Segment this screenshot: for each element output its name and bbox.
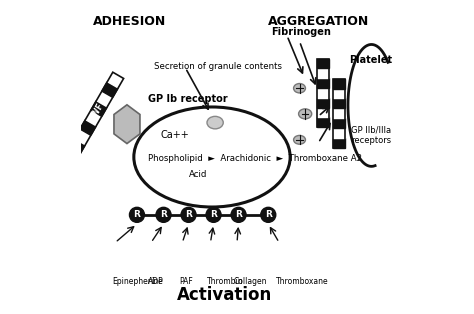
Bar [333, 118, 345, 128]
Text: R: R [210, 210, 217, 219]
Text: Collagen: Collagen [234, 277, 267, 286]
Bar [333, 79, 345, 89]
Circle shape [181, 207, 196, 222]
Ellipse shape [207, 116, 223, 129]
Text: ADHESION: ADHESION [93, 15, 166, 28]
Bar [333, 108, 345, 118]
Polygon shape [114, 105, 140, 143]
Bar [333, 138, 345, 148]
Text: vWF: vWF [89, 101, 106, 122]
Text: GP Ib receptor: GP Ib receptor [148, 94, 228, 104]
Bar [333, 79, 345, 148]
Bar [96, 91, 113, 107]
Text: Fibrinogen: Fibrinogen [272, 27, 331, 37]
Bar [317, 117, 328, 127]
Text: Activation: Activation [177, 286, 272, 304]
Bar [91, 100, 107, 116]
Text: Phospholipid  ►  Arachidonic  ►  Thromboxane A2: Phospholipid ► Arachidonic ► Thromboxane… [148, 154, 362, 163]
Bar [317, 98, 328, 108]
Text: Acid: Acid [189, 170, 207, 179]
Circle shape [129, 207, 145, 222]
Text: GP IIb/IIIa
receptors: GP IIb/IIIa receptors [351, 125, 391, 145]
Text: Thrombin: Thrombin [207, 277, 244, 286]
Bar [317, 88, 328, 98]
Bar [85, 110, 102, 126]
Bar [74, 129, 91, 145]
Bar [317, 78, 328, 88]
Text: R: R [265, 210, 272, 219]
Text: Epinepherine: Epinepherine [112, 277, 163, 286]
Ellipse shape [293, 84, 305, 93]
Circle shape [261, 207, 276, 222]
Bar [69, 138, 85, 154]
Bar [317, 68, 328, 78]
Bar [107, 72, 124, 88]
Text: R: R [160, 210, 167, 219]
Text: ADP: ADP [148, 277, 164, 286]
Bar [80, 120, 96, 135]
Bar [317, 58, 328, 127]
Bar [333, 128, 345, 138]
Text: AGGREGATION: AGGREGATION [268, 15, 370, 28]
Ellipse shape [134, 107, 290, 207]
Text: Secretion of granule contents: Secretion of granule contents [154, 62, 282, 71]
Ellipse shape [293, 135, 305, 144]
Text: R: R [134, 210, 140, 219]
Bar [333, 99, 345, 108]
Bar [69, 72, 124, 154]
Bar [102, 82, 118, 97]
Text: Platelet: Platelet [349, 55, 392, 65]
Ellipse shape [299, 109, 312, 119]
Text: Ca++: Ca++ [160, 130, 189, 140]
Circle shape [206, 207, 221, 222]
Bar [333, 89, 345, 99]
Text: R: R [235, 210, 242, 219]
Bar [317, 108, 328, 117]
Text: R: R [185, 210, 192, 219]
Bar [317, 58, 328, 68]
Text: Thromboxane: Thromboxane [276, 277, 328, 286]
Circle shape [231, 207, 246, 222]
Circle shape [156, 207, 171, 222]
Text: PAF: PAF [179, 277, 193, 286]
